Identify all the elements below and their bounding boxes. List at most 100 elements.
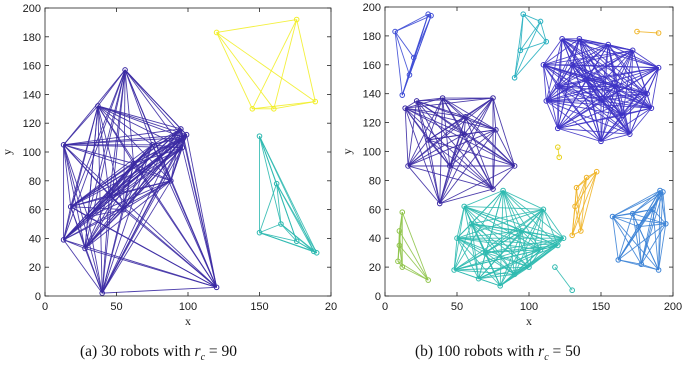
edge: [540, 21, 547, 42]
edge: [612, 216, 659, 271]
edge: [540, 209, 544, 250]
edge: [413, 14, 429, 58]
cluster-b-10: [395, 209, 432, 283]
edge: [520, 41, 547, 51]
edge: [456, 230, 522, 239]
edge: [170, 180, 218, 288]
edge: [181, 147, 218, 288]
edge: [87, 209, 124, 218]
edge: [499, 230, 523, 287]
robot-node: [178, 126, 184, 132]
robot-node: [583, 76, 590, 83]
robot-node: [663, 220, 669, 227]
edge: [557, 78, 587, 87]
edge: [662, 191, 667, 224]
edge: [463, 133, 515, 167]
edge: [464, 205, 544, 210]
y-tick-label: 200: [23, 3, 41, 15]
robot-node: [462, 114, 469, 120]
edge: [407, 139, 429, 167]
edge: [574, 206, 582, 232]
edge: [407, 100, 418, 167]
edge: [615, 86, 648, 95]
robot-node: [634, 28, 640, 35]
robot-node: [648, 105, 655, 111]
robot-node: [569, 287, 576, 294]
edge: [562, 38, 633, 51]
edge: [622, 115, 631, 135]
cluster-b-5: [555, 144, 563, 161]
edge: [407, 165, 441, 204]
robot-node: [256, 133, 263, 139]
edge: [557, 86, 648, 95]
edge: [571, 177, 588, 236]
robot-node: [60, 142, 67, 148]
edge: [101, 128, 182, 294]
edge: [557, 86, 623, 116]
edge: [514, 41, 547, 79]
edge: [622, 107, 652, 116]
edge: [465, 116, 515, 167]
edge: [492, 97, 516, 167]
cluster-b-6: [569, 168, 600, 239]
edge: [557, 38, 580, 87]
edge: [638, 190, 661, 227]
edge: [124, 69, 153, 145]
robot-node: [540, 206, 547, 213]
edge: [571, 64, 623, 116]
edge: [87, 180, 172, 218]
edge: [545, 44, 609, 102]
edge: [514, 14, 524, 78]
robot-node: [256, 229, 263, 236]
edge: [471, 208, 544, 225]
cluster-b-0: [392, 11, 434, 98]
robot-node: [490, 95, 496, 101]
robot-node: [493, 127, 499, 133]
edge: [416, 100, 515, 167]
plot-b: 0 50 100 150 200 0 20 40 60 80 100 120 140 160 180 200 x…: [340, 2, 682, 328]
y-tick-label: 40: [29, 233, 41, 245]
robot-node: [540, 62, 547, 68]
edge: [401, 212, 429, 281]
robot-node: [537, 18, 544, 25]
edge: [84, 134, 187, 249]
y-tick-label: 160: [363, 60, 381, 72]
cluster-a-2: [256, 133, 320, 256]
robot-node: [543, 98, 550, 104]
edge: [453, 238, 458, 271]
edge: [70, 69, 126, 207]
edge: [101, 69, 126, 294]
x-tick-label: 0: [42, 301, 48, 313]
edge: [97, 105, 135, 164]
edge: [87, 128, 182, 218]
edge: [84, 209, 124, 249]
robot-node: [593, 168, 600, 175]
cluster-b-1: [511, 11, 550, 81]
robot-node: [500, 187, 506, 194]
edge: [571, 64, 602, 142]
edge: [70, 144, 153, 208]
robot-node: [569, 62, 576, 68]
robot-node: [392, 28, 398, 35]
edge: [502, 190, 544, 210]
edge: [542, 64, 547, 101]
edge: [528, 245, 559, 268]
edge: [571, 64, 616, 87]
edge: [485, 244, 558, 254]
edge: [514, 245, 559, 275]
edge: [572, 64, 648, 95]
edge: [600, 93, 648, 102]
robot-node: [130, 160, 137, 167]
y-tick-label: 180: [23, 32, 41, 44]
edge: [259, 232, 314, 252]
edge: [640, 209, 654, 265]
edge: [397, 260, 429, 281]
robot-node: [650, 206, 656, 213]
y-tick-label: 60: [369, 204, 381, 216]
edge: [571, 206, 576, 236]
edge: [574, 177, 588, 207]
edge: [216, 32, 275, 110]
edge: [456, 206, 465, 239]
robot-node: [271, 106, 277, 112]
